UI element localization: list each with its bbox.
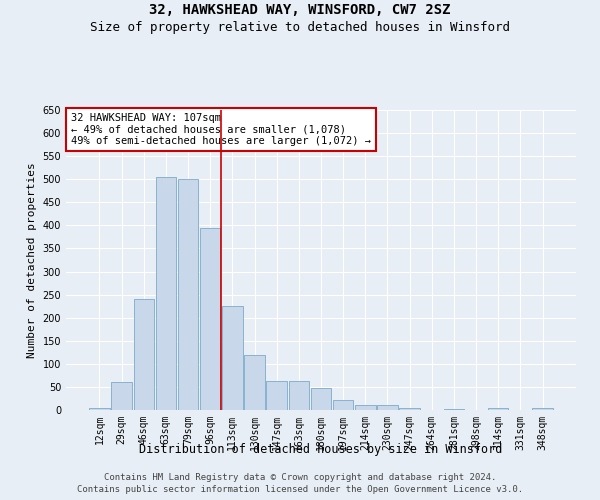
Y-axis label: Number of detached properties: Number of detached properties bbox=[27, 162, 37, 358]
Text: Contains public sector information licensed under the Open Government Licence v3: Contains public sector information licen… bbox=[77, 485, 523, 494]
Text: 32, HAWKSHEAD WAY, WINSFORD, CW7 2SZ: 32, HAWKSHEAD WAY, WINSFORD, CW7 2SZ bbox=[149, 2, 451, 16]
Bar bbox=[134, 299, 154, 410]
Bar bbox=[311, 388, 331, 410]
Bar bbox=[178, 179, 198, 410]
Bar bbox=[333, 400, 353, 410]
Bar bbox=[155, 177, 176, 410]
Bar bbox=[377, 406, 398, 410]
Bar bbox=[400, 408, 420, 410]
Bar bbox=[289, 382, 309, 410]
Text: Contains HM Land Registry data © Crown copyright and database right 2024.: Contains HM Land Registry data © Crown c… bbox=[104, 472, 496, 482]
Bar bbox=[89, 408, 110, 410]
Text: Size of property relative to detached houses in Winsford: Size of property relative to detached ho… bbox=[90, 21, 510, 34]
Bar bbox=[112, 382, 132, 410]
Bar bbox=[266, 382, 287, 410]
Bar bbox=[444, 409, 464, 410]
Bar bbox=[222, 306, 242, 410]
Bar bbox=[355, 406, 376, 410]
Bar bbox=[244, 354, 265, 410]
Bar bbox=[488, 408, 508, 410]
Text: 32 HAWKSHEAD WAY: 107sqm
← 49% of detached houses are smaller (1,078)
49% of sem: 32 HAWKSHEAD WAY: 107sqm ← 49% of detach… bbox=[71, 113, 371, 146]
Bar bbox=[532, 408, 553, 410]
Bar bbox=[200, 228, 220, 410]
Text: Distribution of detached houses by size in Winsford: Distribution of detached houses by size … bbox=[139, 442, 503, 456]
